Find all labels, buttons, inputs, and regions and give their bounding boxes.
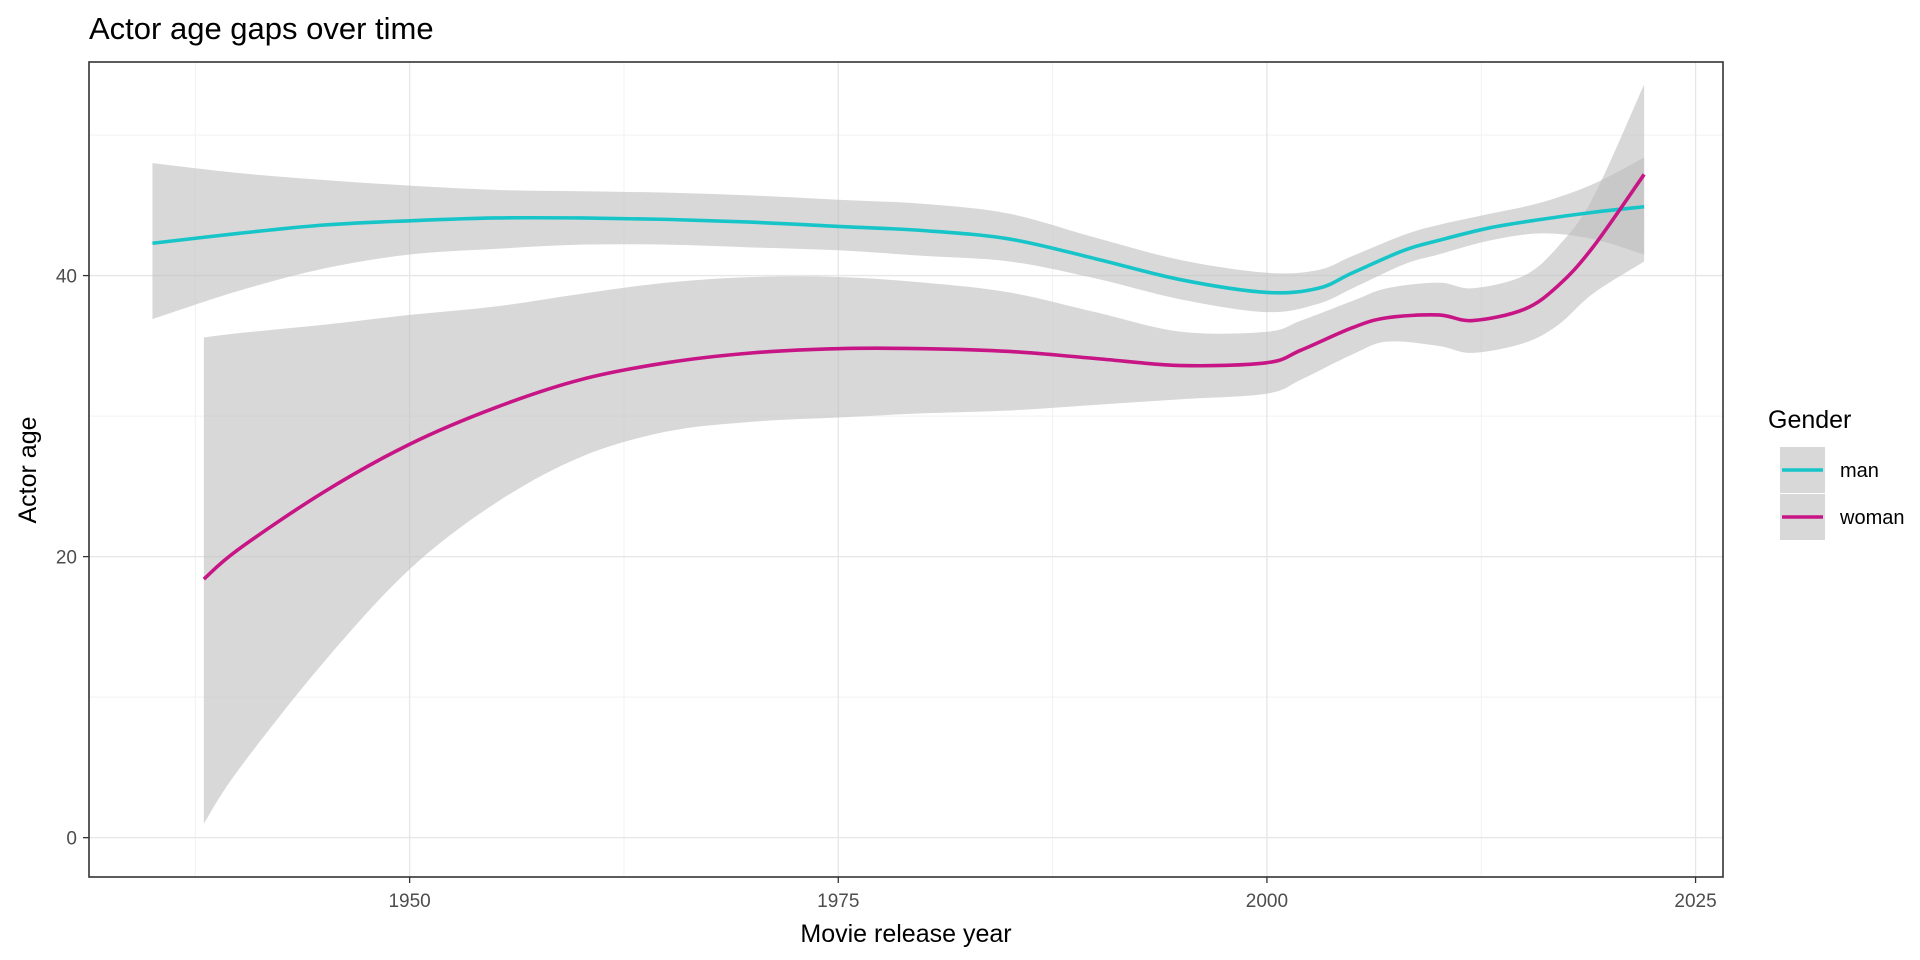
legend-label-man: man [1840, 460, 1879, 482]
legend-items: man woman [1780, 447, 1904, 540]
x-tick-label: 1950 [388, 891, 430, 912]
legend-item-woman: woman [1780, 494, 1904, 540]
plot-border [88, 61, 1724, 878]
series-line-woman [202, 173, 1646, 581]
legend-label-woman: woman [1839, 507, 1904, 529]
series-line-man [152, 204, 1645, 295]
legend-item-man: man [1780, 447, 1879, 493]
x-axis: 1950 1975 2000 2025 [388, 877, 1717, 912]
plot-area [88, 61, 1724, 878]
x-axis-title: Movie release year [800, 920, 1011, 948]
y-tick-label: 0 [66, 829, 77, 850]
line-layer [152, 173, 1646, 581]
x-tick-label: 1975 [817, 891, 859, 912]
confidence-band-woman [203, 84, 1645, 824]
confidence-band-man [152, 157, 1645, 320]
legend-title: Gender [1768, 406, 1851, 434]
legend: Gender man woman [1768, 406, 1904, 540]
y-axis-title: Actor age [14, 416, 42, 523]
chart-title: Actor age gaps over time [89, 11, 434, 46]
y-axis: 0 20 40 [56, 267, 89, 850]
x-tick-label: 2025 [1674, 891, 1716, 912]
ribbon-layer [152, 84, 1645, 824]
y-tick-label: 40 [56, 267, 77, 288]
y-tick-label: 20 [56, 548, 77, 569]
x-tick-label: 2000 [1246, 891, 1288, 912]
